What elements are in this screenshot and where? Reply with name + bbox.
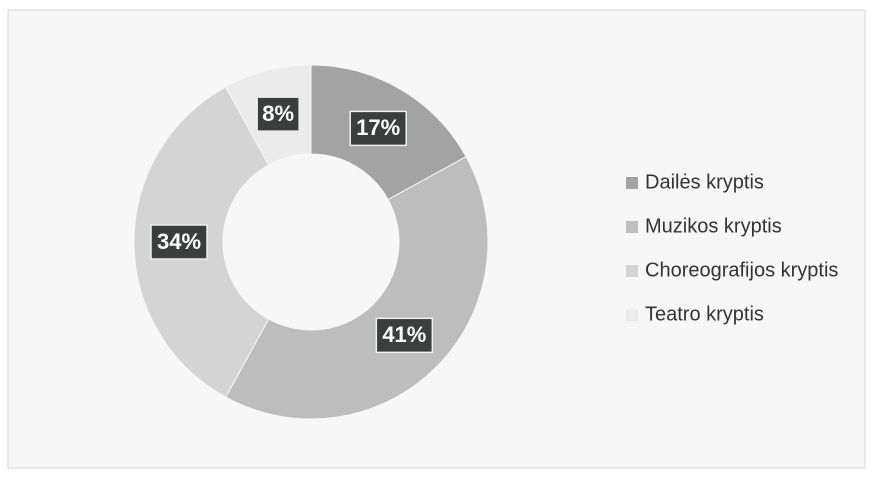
legend-label: Dailės kryptis xyxy=(645,171,764,193)
legend-swatch xyxy=(626,265,638,277)
value-label-box xyxy=(256,96,300,132)
value-label-box xyxy=(150,224,208,260)
value-label-box xyxy=(375,317,434,354)
value-label: 41% xyxy=(382,322,426,347)
value-label: 17% xyxy=(356,115,400,140)
legend-swatch xyxy=(626,177,638,189)
value-label-box xyxy=(349,110,407,147)
legend-label: Teatro kryptis xyxy=(645,303,764,325)
value-label: 8% xyxy=(262,101,294,126)
legend-label: Choreografijos kryptis xyxy=(645,259,838,281)
legend-swatch xyxy=(626,309,638,321)
legend-swatch xyxy=(626,221,638,233)
legend-label: Muzikos kryptis xyxy=(645,215,782,237)
value-label: 34% xyxy=(157,229,201,254)
donut-segment xyxy=(225,156,489,420)
